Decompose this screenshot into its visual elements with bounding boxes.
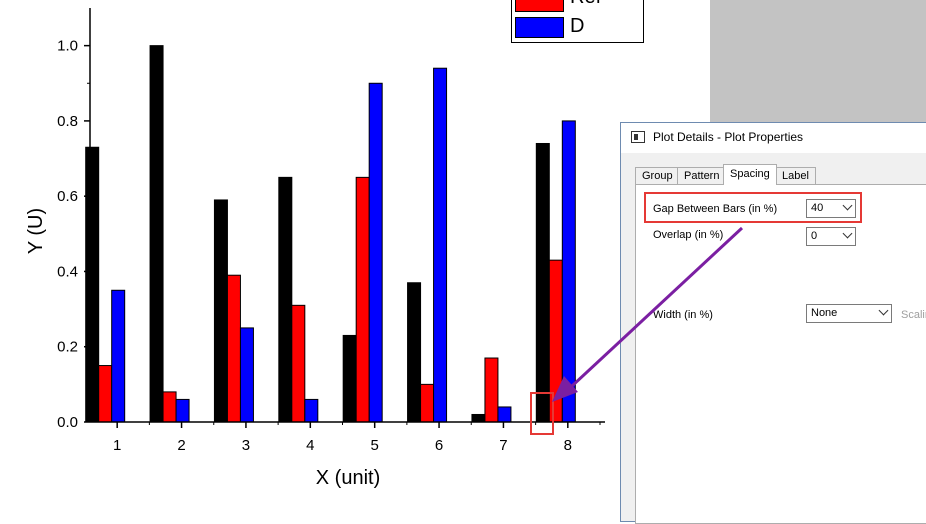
tab-pattern[interactable]: Pattern xyxy=(677,167,727,184)
bar-chart: 0.0 0.2 0.4 0.6 0.8 1.0 1 2 3 4 5 6 7 8 Y (U) X (unit… xyxy=(25,8,605,489)
overlap-label: Overlap (in %) xyxy=(653,229,724,241)
plot-details-dialog: Plot Details - Plot Properties Group Pat… xyxy=(620,122,926,524)
x-tick-label: 8 xyxy=(564,437,572,454)
width-value: None xyxy=(811,307,838,319)
gap-between-bars-label: Gap Between Bars (in %) xyxy=(653,203,778,215)
legend-label-ref: Ref xyxy=(570,0,601,8)
gap-highlight-box xyxy=(644,192,862,223)
arrow-shaft xyxy=(570,226,744,388)
x-tick-label: 2 xyxy=(177,437,185,454)
annotation-arrow xyxy=(552,226,744,402)
gap-between-bars-combo[interactable]: 40 xyxy=(806,199,856,218)
width-combo[interactable]: None xyxy=(806,304,892,323)
x-tick-label: 7 xyxy=(499,437,507,454)
width-label: Width (in %) xyxy=(653,309,713,321)
tab-label[interactable]: Label xyxy=(775,167,816,184)
chart-legend: Ref D xyxy=(511,0,644,43)
tab-group[interactable]: Group xyxy=(635,167,680,184)
arrow-head xyxy=(552,376,578,402)
legend-label-d: D xyxy=(570,15,585,37)
legend-swatch-ref xyxy=(515,0,564,12)
y-tick-label: 0.0 xyxy=(57,414,78,431)
x-axis-label: X (unit) xyxy=(316,467,380,489)
dialog-title: Plot Details - Plot Properties xyxy=(653,130,804,144)
spacing-pane xyxy=(635,184,926,524)
x-tick-label: 5 xyxy=(371,437,379,454)
x-tick-label: 6 xyxy=(435,437,443,454)
dialog-titlebar[interactable]: Plot Details - Plot Properties xyxy=(621,123,926,153)
gap-value: 40 xyxy=(811,202,824,214)
y-tick-label: 0.6 xyxy=(57,188,78,205)
scaling-label: Scalin xyxy=(901,309,926,321)
x-tick-label: 1 xyxy=(113,437,121,454)
y-axis-label: Y (U) xyxy=(25,208,47,254)
y-tick-label: 0.2 xyxy=(57,339,78,356)
window-icon xyxy=(631,131,645,143)
y-tick-label: 1.0 xyxy=(57,38,78,55)
legend-swatch-d xyxy=(515,17,564,38)
overlap-value: 0 xyxy=(811,230,818,242)
y-tick-label: 0.8 xyxy=(57,113,78,130)
overlap-combo[interactable]: 0 xyxy=(806,227,856,246)
x-tick-label: 3 xyxy=(242,437,250,454)
bar-gap-highlight-box xyxy=(530,392,554,435)
y-tick-label: 0.4 xyxy=(57,263,78,280)
x-tick-label: 4 xyxy=(306,437,314,454)
tab-spacing[interactable]: Spacing xyxy=(723,164,777,185)
